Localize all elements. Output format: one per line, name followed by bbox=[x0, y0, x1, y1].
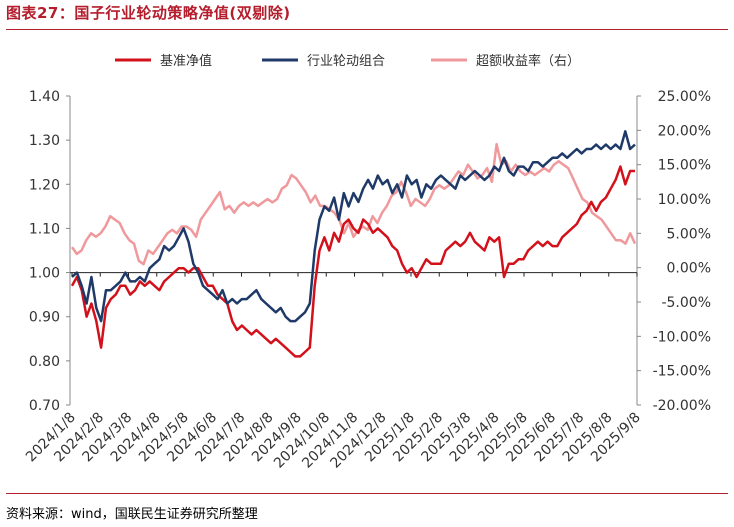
figure-title: 图表27：国子行业轮动策略净值(双剔除) bbox=[6, 4, 291, 22]
y-right-tick-label: 0.00% bbox=[667, 261, 711, 277]
legend: 基准净值 行业轮动组合 超额收益率（右） bbox=[115, 53, 580, 69]
source-rule bbox=[6, 493, 728, 494]
y-left-tick-label: 1.40 bbox=[29, 89, 60, 105]
y-left-tick-label: 1.30 bbox=[29, 133, 60, 149]
y-left-tick-label: 0.70 bbox=[29, 398, 60, 414]
y-left-ticks: 0.70 0.80 0.90 1.00 1.10 1.20 1.30 1.40 bbox=[29, 89, 70, 414]
series-lines bbox=[70, 130, 637, 358]
source-note: 资料来源：wind，国联民生证券研究所整理 bbox=[6, 507, 258, 522]
legend-label: 行业轮动组合 bbox=[307, 54, 385, 69]
y-right-tick-label: -15.00% bbox=[653, 364, 711, 380]
y-right-ticks: -20.00% -15.00% -10.00% -5.00% 0.00% 5.00% 10.… bbox=[637, 89, 711, 414]
y-right-tick-label: 10.00% bbox=[658, 192, 711, 208]
axes bbox=[69, 96, 638, 405]
y-left-tick-label: 1.20 bbox=[29, 177, 60, 193]
portfolio-line bbox=[71, 130, 636, 323]
y-right-tick-label: 20.00% bbox=[658, 123, 711, 139]
y-left-tick-label: 1.00 bbox=[29, 266, 60, 282]
y-right-tick-label: 25.00% bbox=[658, 89, 711, 105]
x-ticks: 2024/1/82024/2/82024/3/82024/4/82024/5/8… bbox=[23, 272, 644, 472]
y-left-tick-label: 0.80 bbox=[29, 354, 60, 370]
y-right-tick-label: -20.00% bbox=[653, 398, 711, 414]
legend-label: 基准净值 bbox=[160, 53, 212, 69]
title-rule bbox=[6, 29, 728, 30]
y-left-tick-label: 0.90 bbox=[29, 310, 60, 326]
y-right-tick-label: 15.00% bbox=[658, 158, 711, 174]
benchmark-line bbox=[70, 165, 635, 358]
excess-return-line bbox=[70, 142, 637, 266]
y-right-tick-label: -5.00% bbox=[661, 295, 711, 311]
y-right-tick-label: 5.00% bbox=[667, 226, 711, 242]
y-left-tick-label: 1.10 bbox=[29, 221, 60, 237]
legend-label: 超额收益率（右） bbox=[476, 53, 580, 69]
y-right-tick-label: -10.00% bbox=[653, 329, 711, 345]
